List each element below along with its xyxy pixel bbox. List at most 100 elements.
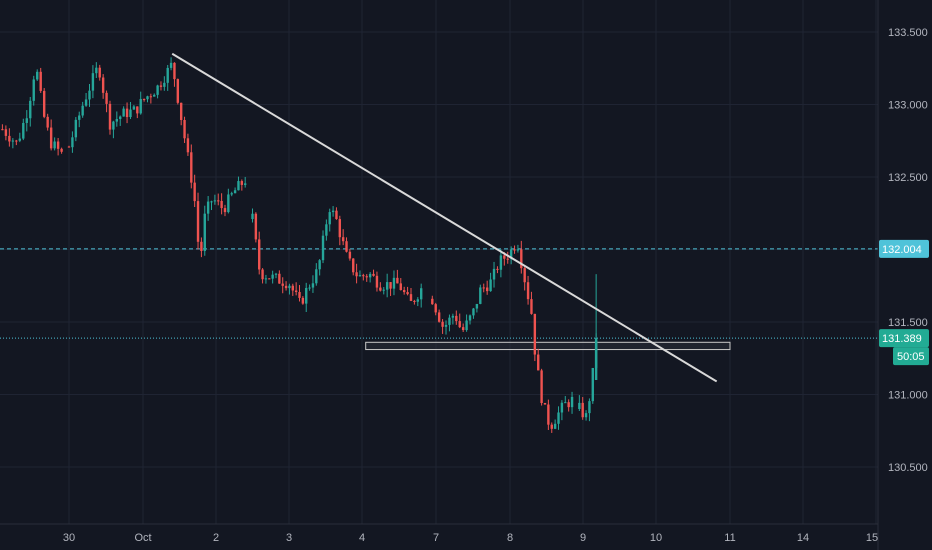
candle xyxy=(444,320,448,335)
candle-body xyxy=(315,269,318,284)
time-tick-label: 11 xyxy=(724,532,735,544)
candle xyxy=(523,266,526,291)
candle-body xyxy=(186,138,190,153)
time-tick-label: Oct xyxy=(134,532,151,544)
candle-body xyxy=(146,96,149,100)
candle xyxy=(81,101,84,118)
candle-body xyxy=(67,146,71,148)
candle xyxy=(520,240,523,274)
candle xyxy=(547,399,550,430)
candle-body xyxy=(149,96,153,98)
price-badges: 132.004 131.389 50:05 xyxy=(879,239,929,366)
candle-body xyxy=(591,367,594,402)
candle-body xyxy=(533,313,537,355)
candle xyxy=(578,395,581,411)
candle-body xyxy=(240,181,244,185)
candle xyxy=(125,102,129,124)
candle-body xyxy=(81,105,84,116)
candle-body xyxy=(513,249,516,251)
candle xyxy=(557,406,560,430)
candle-body xyxy=(8,135,11,142)
candle xyxy=(338,215,342,246)
candle xyxy=(402,286,406,295)
candle xyxy=(399,278,402,291)
candle xyxy=(472,307,475,319)
candle-body xyxy=(105,92,108,104)
price-badge-label: 132.004 xyxy=(882,244,922,256)
candle-body xyxy=(291,285,294,291)
candle xyxy=(451,313,455,325)
candle-body xyxy=(482,287,485,289)
candle-body xyxy=(352,258,355,273)
time-axis[interactable]: 30 Oct 2 3 4 7 8 9 10 11 14 15 xyxy=(63,532,878,544)
candle-body xyxy=(341,237,345,242)
candle xyxy=(88,83,91,107)
candle-body xyxy=(220,200,223,209)
candle-body xyxy=(254,213,258,240)
candle-body xyxy=(409,294,413,301)
candle-body xyxy=(584,413,588,418)
candle xyxy=(352,258,355,276)
candle-body xyxy=(413,300,416,302)
candle xyxy=(543,402,547,405)
candle xyxy=(98,64,101,81)
candle-body xyxy=(567,402,570,408)
candle xyxy=(458,313,461,329)
candle-body xyxy=(213,200,217,202)
candle xyxy=(341,229,345,246)
candle xyxy=(115,111,119,127)
candle xyxy=(526,275,530,305)
candle xyxy=(328,208,331,232)
support-zone-rect[interactable] xyxy=(365,341,731,351)
time-tick-label: 4 xyxy=(359,532,365,544)
candle-body xyxy=(74,119,78,138)
candle xyxy=(36,69,39,81)
candle-body xyxy=(328,212,331,225)
candle xyxy=(362,273,365,281)
candle-body xyxy=(268,278,271,280)
candle xyxy=(441,319,444,334)
candle-body xyxy=(193,182,196,202)
candle-body xyxy=(570,396,574,408)
trendline-layer[interactable] xyxy=(171,52,718,383)
candle-body xyxy=(375,275,379,288)
candle-body xyxy=(338,219,342,238)
candle xyxy=(468,314,472,325)
candle-body xyxy=(156,85,159,95)
price-level-lines xyxy=(0,248,878,339)
candle-body xyxy=(416,299,419,302)
price-badge xyxy=(879,239,929,258)
candle xyxy=(365,274,368,282)
candle-body xyxy=(308,287,311,289)
candle-body xyxy=(298,292,301,298)
candle-body xyxy=(311,283,315,288)
candle xyxy=(264,274,268,284)
candle-body xyxy=(119,116,122,120)
candle xyxy=(156,84,159,99)
candle-body xyxy=(325,224,328,236)
candle-body xyxy=(448,317,451,325)
candle xyxy=(84,92,88,107)
candle xyxy=(375,271,379,292)
candle xyxy=(533,313,537,362)
candle xyxy=(530,291,533,315)
candle-body xyxy=(210,201,213,203)
candle xyxy=(139,91,142,115)
candle-body xyxy=(365,276,368,278)
candle xyxy=(567,399,570,412)
candle xyxy=(392,270,396,296)
candle xyxy=(254,212,258,243)
candle xyxy=(56,138,60,156)
price-tick-label: 132.500 xyxy=(888,172,928,184)
trendline[interactable] xyxy=(171,52,718,383)
candle-body xyxy=(244,183,247,185)
price-tick-label: 130.500 xyxy=(888,462,928,474)
candle-body xyxy=(389,282,392,289)
candle xyxy=(406,286,409,296)
candle xyxy=(485,280,489,295)
candle-body xyxy=(95,67,98,74)
candle xyxy=(203,205,206,256)
candle-body xyxy=(139,98,142,114)
candle xyxy=(325,219,328,241)
